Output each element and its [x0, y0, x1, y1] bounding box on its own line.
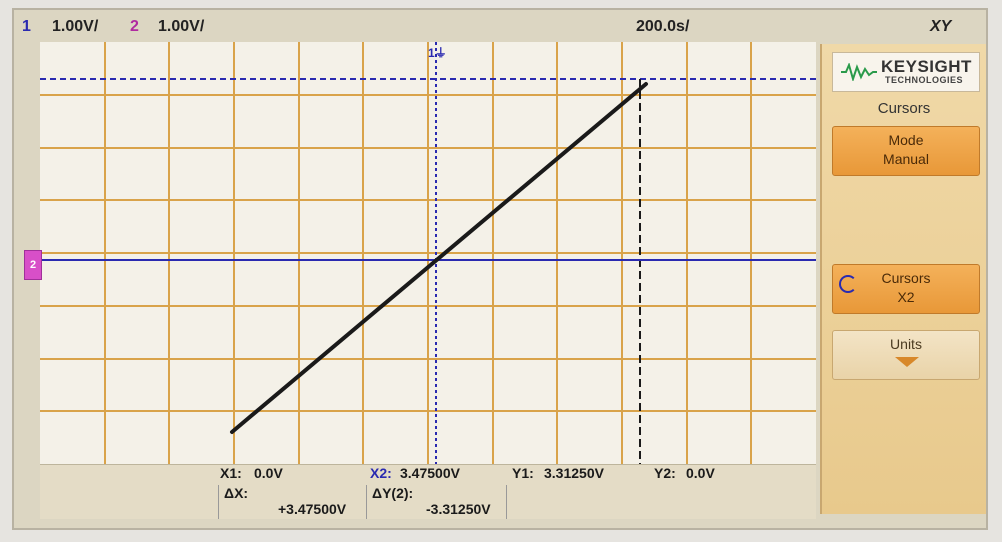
units-label: Units [890, 336, 922, 352]
delta-x-value: +3.47500V [278, 501, 347, 517]
delta-y-value: -3.31250V [426, 501, 491, 517]
units-softkey[interactable]: Units [832, 330, 980, 380]
time-scale: 200.0s/ [636, 18, 690, 35]
chevron-down-icon [895, 357, 919, 367]
delta-y-label: ΔY(2): [372, 485, 414, 501]
cursors-value: X2 [897, 289, 915, 305]
ch1-number: 1 [22, 18, 31, 35]
keysight-wave-icon [841, 63, 877, 81]
x1-label: X1: [220, 465, 242, 481]
cursors-softkey[interactable]: Cursors X2 [832, 264, 980, 314]
ch2-ground-marker: 2 [24, 250, 42, 280]
xy-trace [230, 82, 648, 434]
x1-value: 0.0V [254, 465, 283, 481]
x2-label: X2: [370, 465, 392, 481]
y1-value: 3.31250V [544, 465, 604, 481]
readout-divider [218, 485, 219, 519]
menu-title: Cursors [877, 100, 931, 117]
graticule-svg [40, 42, 816, 464]
graticule-grid [40, 42, 816, 464]
cursors-label: Cursors [881, 270, 931, 286]
brand-sub: TECHNOLOGIES [885, 75, 964, 85]
ch1-scale: 1.00V/ [52, 18, 99, 35]
display-mode: XY [930, 18, 952, 35]
brand-name: KEYSIGHT [881, 57, 972, 76]
x2-value: 3.47500V [400, 465, 460, 481]
mode-label: Mode [888, 132, 924, 148]
ch2-number: 2 [130, 18, 139, 35]
mode-value: Manual [883, 151, 929, 167]
readout-divider [366, 485, 367, 519]
y1-label: Y1: [512, 465, 534, 481]
ch2-scale: 1.00V/ [158, 18, 205, 35]
y2-label: Y2: [654, 465, 676, 481]
keysight-logo: KEYSIGHT TECHNOLOGIES [832, 52, 980, 92]
xy-plot-area[interactable] [40, 42, 816, 464]
softkey-panel: KEYSIGHT TECHNOLOGIES Cursors Mode Manua… [820, 44, 986, 514]
cursor-readouts: X1: 0.0V X2: 3.47500V Y1: 3.31250V Y2: 0… [40, 464, 816, 519]
ch1-ground-marker: 1⏚ [428, 46, 447, 60]
mode-softkey[interactable]: Mode Manual [832, 126, 980, 176]
readout-divider [506, 485, 507, 519]
y2-value: 0.0V [686, 465, 715, 481]
ch1-ground-label: 1 [428, 46, 435, 60]
delta-x-label: ΔX: [224, 485, 249, 501]
status-bar: 1 1.00V/ 2 1.00V/ 200.0s/ XY [14, 12, 988, 42]
entry-knob-icon [839, 275, 857, 293]
